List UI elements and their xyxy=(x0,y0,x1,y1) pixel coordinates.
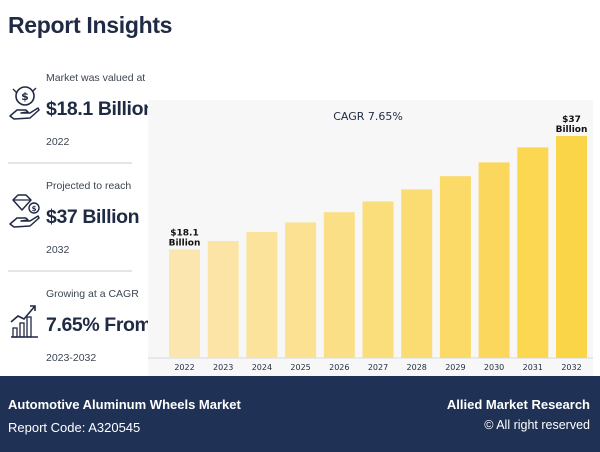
chart-title: CAGR 7.65% xyxy=(333,110,403,123)
svg-text:$: $ xyxy=(21,90,29,103)
diamond-hand-icon: $ xyxy=(9,194,40,228)
svg-text:$: $ xyxy=(32,205,37,213)
stats-panel: $ Market was valued at $18.1 Billion 202… xyxy=(0,58,155,378)
x-tick-label: 2030 xyxy=(484,363,504,372)
x-tick-label: 2031 xyxy=(523,363,543,372)
bar-2024 xyxy=(246,232,278,358)
bar-2029 xyxy=(439,176,471,358)
bar-2023 xyxy=(207,241,239,358)
report-code: Report Code: A320545 xyxy=(8,420,141,435)
x-tick-label: 2023 xyxy=(213,363,233,372)
divider xyxy=(8,270,132,272)
stat-value: 7.65% From xyxy=(46,314,152,336)
stat-year: 2022 xyxy=(46,136,70,148)
bar-2032 xyxy=(556,136,587,358)
growth-chart-icon xyxy=(10,305,38,338)
x-tick-label: 2029 xyxy=(445,363,465,372)
bar-2026 xyxy=(323,212,355,358)
x-tick-label: 2022 xyxy=(174,363,194,372)
x-tick-label: 2026 xyxy=(329,363,349,372)
bar-2025 xyxy=(285,222,317,358)
brand-name: Allied Market Research xyxy=(446,397,590,412)
bar-2027 xyxy=(362,201,394,358)
copyright: © All right reserved xyxy=(484,418,590,432)
x-tick-label: 2025 xyxy=(290,363,310,372)
stat-value: $18.1 Billion xyxy=(46,98,155,120)
chart-area: CAGR 7.65% 2022 2023 2024 2025 2026 2027 2028 20… xyxy=(148,100,593,376)
stat-value: $37 Billion xyxy=(46,206,140,228)
stat-cagr: Growing at a CAGR 7.65% From 2023-2032 xyxy=(0,274,152,378)
stat-market-value: $ Market was valued at $18.1 Billion 202… xyxy=(0,58,155,162)
bar-2028 xyxy=(401,189,433,358)
x-tick-label: 2028 xyxy=(407,363,427,372)
x-tick-label: 2032 xyxy=(561,363,581,372)
stat-label: Market was valued at xyxy=(46,72,146,84)
page-title: Report Insights xyxy=(8,12,173,38)
data-label: $37 Billion xyxy=(556,115,588,135)
stat-projected-value: $ Projected to reach $37 Billion 2032 xyxy=(0,166,140,270)
market-name: Automotive Aluminum Wheels Market xyxy=(8,397,241,412)
data-label: $18.1 Billion xyxy=(169,228,201,248)
stat-year: 2032 xyxy=(46,244,70,256)
stat-label: Projected to reach xyxy=(46,180,132,192)
bar-2031 xyxy=(517,147,549,358)
x-tick-label: 2024 xyxy=(252,363,272,372)
money-hand-icon: $ xyxy=(9,86,40,120)
x-tick-label: 2027 xyxy=(368,363,388,372)
stat-year: 2023-2032 xyxy=(46,352,97,364)
bar-chart: CAGR 7.65% 2022 2023 2024 2025 2026 2027 2028 20… xyxy=(148,110,593,372)
bar-2030 xyxy=(478,162,510,358)
footer: Automotive Aluminum Wheels Market Report… xyxy=(0,376,600,452)
stat-label: Growing at a CAGR xyxy=(46,288,139,300)
divider xyxy=(8,162,132,164)
bar-2022 xyxy=(169,249,200,358)
